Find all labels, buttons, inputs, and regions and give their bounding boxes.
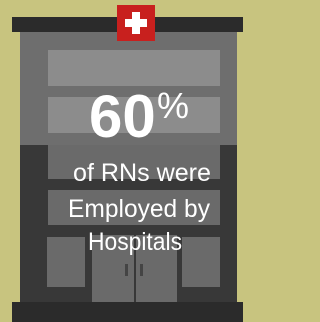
window — [182, 237, 220, 287]
caption-line: Employed by — [68, 195, 210, 223]
door-handle — [140, 264, 143, 276]
base — [12, 302, 243, 322]
stat-unit: % — [157, 85, 189, 126]
page: {"stat": {"value": 60, "unit": "%"}, "ca… — [0, 0, 320, 322]
window-band — [48, 50, 220, 86]
window — [47, 237, 85, 287]
infographic: 60 % of RNs were Employed by Hospitals — [0, 0, 255, 322]
caption-line: Hospitals — [88, 228, 182, 256]
stat-value: 60 — [89, 83, 156, 150]
cross-horizontal — [125, 19, 147, 27]
door-handle — [125, 264, 128, 276]
caption-line: of RNs were — [73, 159, 211, 187]
